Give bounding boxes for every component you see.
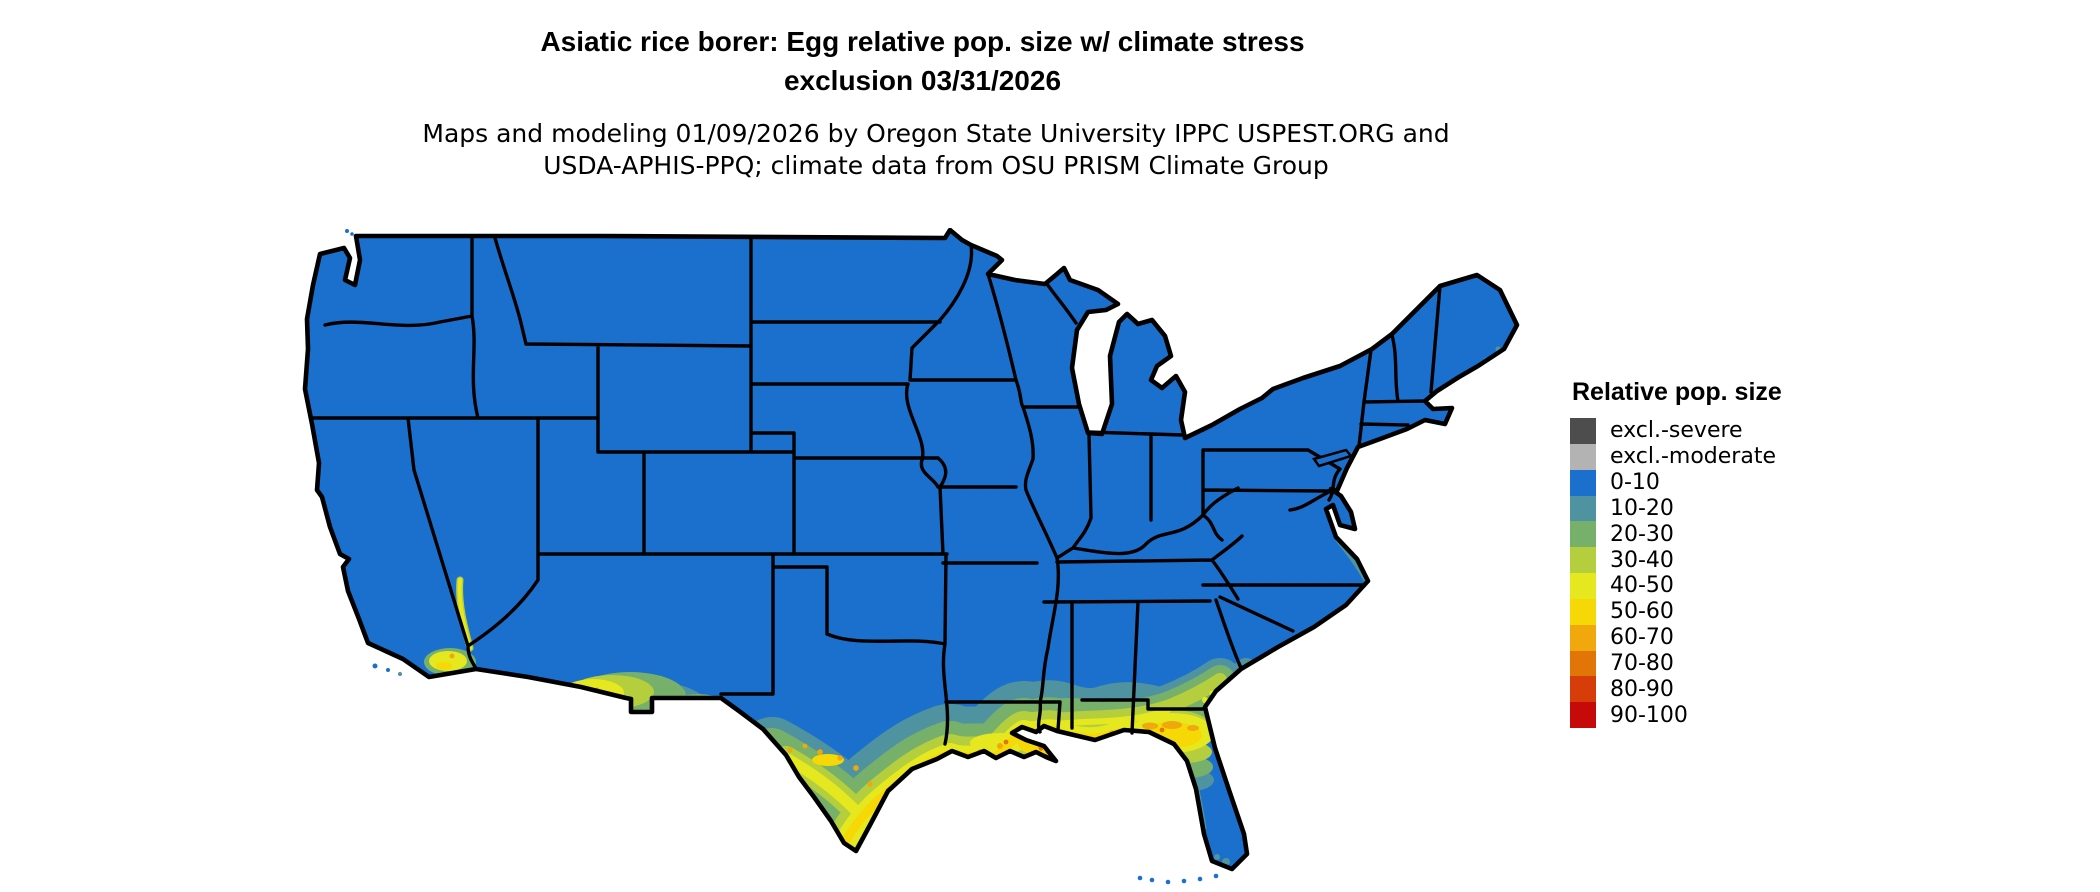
legend-item: 90-100 <box>1570 702 1782 729</box>
legend-label: 90-100 <box>1610 702 1688 728</box>
legend-swatch <box>1570 650 1596 677</box>
long-island <box>1311 448 1354 468</box>
islands <box>345 229 1354 885</box>
legend-item: 40-50 <box>1570 573 1782 599</box>
san-juan-islands <box>345 229 354 236</box>
legend-swatch <box>1570 624 1596 651</box>
legend-label: 60-70 <box>1610 625 1674 651</box>
legend-title: Relative pop. size <box>1572 378 1782 406</box>
legend-item: 60-70 <box>1570 624 1782 651</box>
legend-swatch <box>1570 598 1596 625</box>
title-line2: exclusion 03/31/2026 <box>783 65 1062 96</box>
legend-label: 20-30 <box>1610 521 1674 547</box>
map-subtitle: Maps and modeling 01/09/2026 by Oregon S… <box>300 118 1572 182</box>
legend-item: 10-20 <box>1570 495 1782 522</box>
legend-swatch <box>1570 702 1596 729</box>
legend: Relative pop. size excl.-severe excl.-mo… <box>1570 378 1782 729</box>
page-title: Asiatic rice borer: Egg relative pop. si… <box>300 22 1545 100</box>
conus-landmass <box>305 230 1517 869</box>
legend-label: excl.-severe <box>1610 418 1743 444</box>
legend-item: excl.-severe <box>1570 418 1782 444</box>
legend-swatch <box>1570 469 1596 496</box>
legend-label: 80-90 <box>1610 676 1674 702</box>
legend-swatch <box>1570 418 1596 444</box>
florida-keys <box>1137 873 1219 885</box>
title-line1: Asiatic rice borer: Egg relative pop. si… <box>540 26 1305 57</box>
legend-item: 70-80 <box>1570 650 1782 677</box>
legend-item: excl.-moderate <box>1570 443 1782 470</box>
legend-item: 30-40 <box>1570 547 1782 574</box>
legend-items: excl.-severe excl.-moderate 0-10 10-20 2… <box>1570 418 1782 729</box>
legend-swatch <box>1570 443 1596 470</box>
legend-label: 70-80 <box>1610 651 1674 677</box>
legend-swatch <box>1570 495 1596 522</box>
legend-swatch <box>1570 573 1596 599</box>
legend-swatch <box>1570 521 1596 548</box>
legend-item: 80-90 <box>1570 676 1782 703</box>
legend-label: 0-10 <box>1610 470 1660 496</box>
legend-swatch <box>1570 676 1596 703</box>
us-map <box>300 228 1545 885</box>
legend-label: 30-40 <box>1610 547 1674 573</box>
subtitle-line2: USDA-APHIS-PPQ; climate data from OSU PR… <box>543 151 1329 180</box>
legend-label: 10-20 <box>1610 495 1674 521</box>
subtitle-line1: Maps and modeling 01/09/2026 by Oregon S… <box>422 119 1450 148</box>
legend-item: 20-30 <box>1570 521 1782 548</box>
legend-label: 40-50 <box>1610 573 1674 599</box>
legend-label: 50-60 <box>1610 599 1674 625</box>
legend-item: 50-60 <box>1570 598 1782 625</box>
channel-islands <box>372 663 402 676</box>
legend-label: excl.-moderate <box>1610 444 1776 470</box>
state-borders <box>310 234 1442 746</box>
legend-swatch <box>1570 547 1596 574</box>
legend-item: 0-10 <box>1570 469 1782 496</box>
